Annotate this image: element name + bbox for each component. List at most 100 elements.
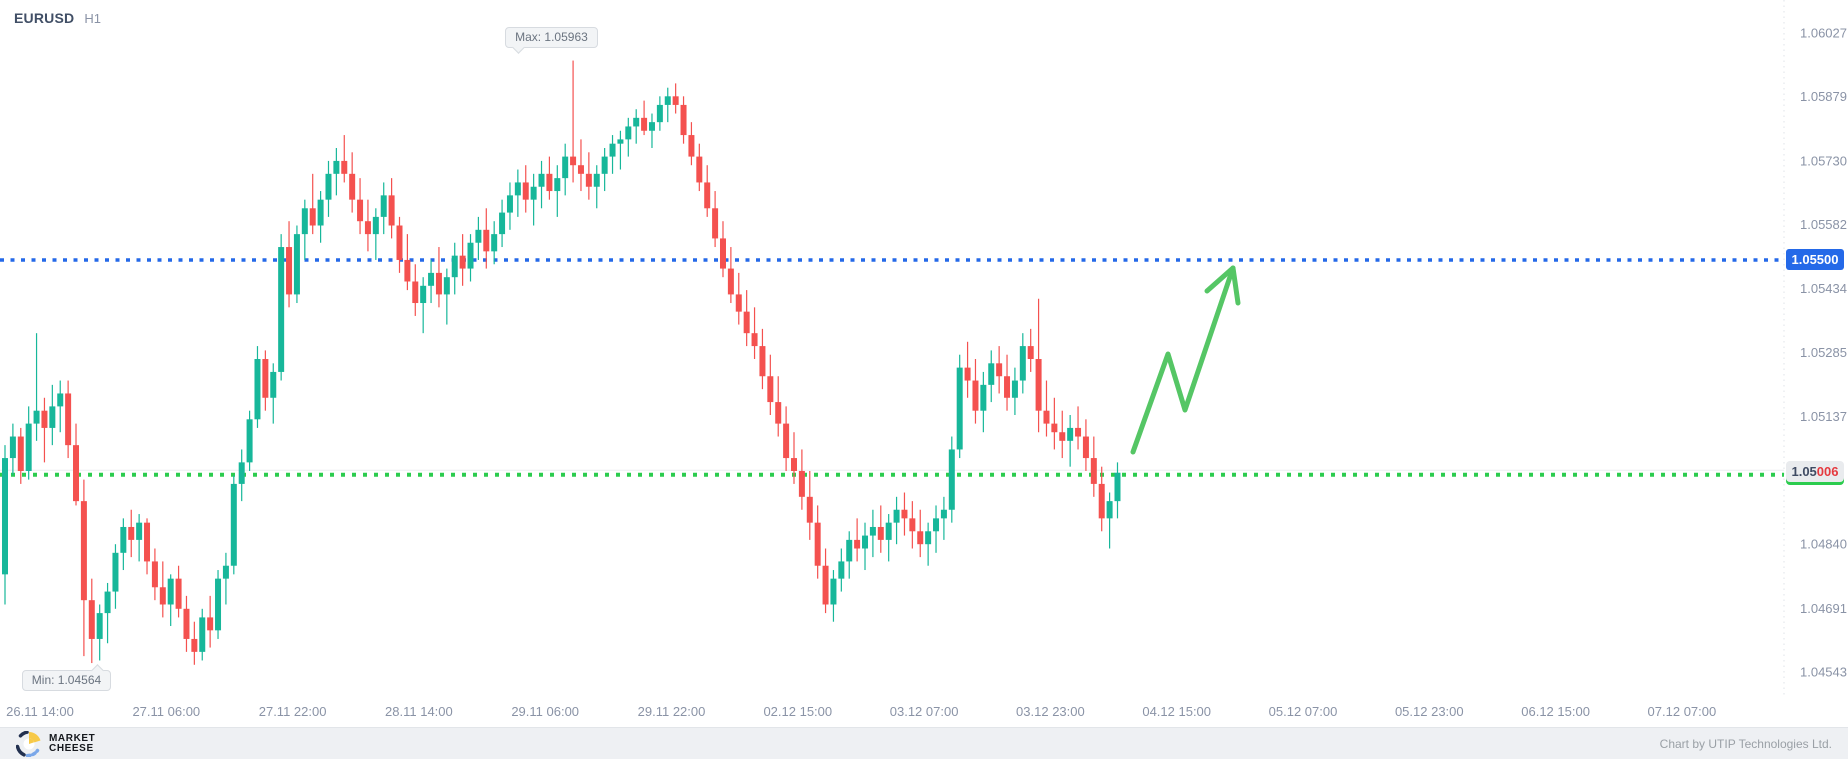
candle-body (885, 522, 892, 540)
candle-body (120, 526, 127, 553)
min-price-tooltip: Min: 1.04564 (21, 664, 112, 692)
y-axis-tick-label: 1.06027 (1800, 26, 1847, 41)
y-axis-tick-label: 1.05137 (1800, 409, 1847, 424)
candle-body (136, 522, 143, 540)
candle-body (940, 509, 947, 519)
candle-body (1082, 436, 1089, 459)
candle-body (49, 406, 56, 428)
candle-body (1067, 427, 1074, 441)
candle-body (191, 638, 198, 652)
resistance-price-value: 1.05500 (1791, 252, 1839, 268)
candle-body (9, 436, 16, 459)
candle-body (648, 122, 655, 131)
candle-body (704, 182, 711, 209)
footer-bar: MARKET CHEESE Chart by UTIP Technologies… (0, 727, 1848, 759)
candle-body (1019, 346, 1026, 381)
candle-body (609, 143, 616, 157)
x-axis-tick-label: 03.12 23:00 (1016, 704, 1085, 719)
bullish-projection-arrow[interactable] (1130, 265, 1236, 455)
x-axis-tick-label: 28.11 14:00 (385, 704, 453, 719)
candle-body (1098, 483, 1105, 519)
candle-body (514, 182, 521, 196)
candle-body (1059, 432, 1066, 441)
y-axis-tick-label: 1.05582 (1800, 217, 1847, 232)
candle-body (680, 104, 687, 136)
candle-body (443, 277, 450, 295)
market-cheese-logo: MARKET CHEESE (16, 730, 95, 757)
x-axis-tick-label: 26.11 14:00 (6, 704, 74, 719)
candle-body (41, 410, 48, 428)
chart-attribution: Chart by UTIP Technologies Ltd. (1659, 736, 1832, 751)
candle-body (491, 234, 498, 252)
candle-body (743, 311, 750, 334)
candle-body (175, 578, 182, 609)
candle-body (570, 156, 577, 166)
timeframe-label[interactable]: H1 (84, 11, 101, 26)
y-axis-tick-label: 1.04840 (1800, 537, 1847, 552)
candle-body (727, 268, 734, 295)
candle-body (1114, 472, 1121, 502)
candle-body (1043, 410, 1050, 424)
candle-body (972, 380, 979, 411)
candle-body (278, 247, 285, 372)
candle-body (57, 393, 64, 407)
candle-body (254, 359, 261, 420)
candle-body (798, 470, 805, 497)
chart-header: EURUSD H1 (14, 10, 101, 26)
candle-body (846, 539, 853, 562)
candle-body (2, 458, 8, 575)
candle-body (601, 156, 608, 174)
candle-body (909, 518, 916, 532)
candle-body (357, 199, 364, 222)
candle-body (301, 208, 308, 235)
candle-body (980, 384, 987, 411)
candle-body (73, 445, 80, 502)
candle-body (585, 173, 592, 187)
y-axis-tick-label: 1.05285 (1800, 345, 1847, 360)
candle-body (207, 617, 214, 631)
x-axis-tick-label: 29.11 06:00 (511, 704, 579, 719)
candle-body (1090, 458, 1097, 484)
x-axis-tick-label: 06.12 15:00 (1521, 704, 1590, 719)
candle-body (712, 208, 719, 239)
candle-body (1106, 501, 1113, 519)
candle-body (159, 587, 166, 605)
candle-body (656, 104, 663, 123)
candle-body (309, 208, 316, 226)
chart-canvas[interactable]: 1.060271.058791.057301.055821.054341.052… (0, 0, 1848, 727)
candle-body (901, 509, 908, 519)
x-axis-tick-label: 27.11 22:00 (259, 704, 327, 719)
candle-body (128, 526, 135, 540)
candle-body (104, 591, 111, 614)
candle-body (664, 96, 671, 105)
candle-body (293, 234, 300, 295)
max-price-tooltip-text: Max: 1.05963 (515, 29, 588, 44)
candle-body (633, 117, 640, 127)
candle-body (262, 359, 269, 398)
candle-body (475, 229, 482, 243)
candle-body (420, 285, 427, 304)
candle-body (467, 242, 474, 269)
current-price-prefix: 1.05 (1791, 464, 1817, 480)
candle-body (641, 117, 648, 131)
candle-body (964, 367, 971, 381)
candle-body (546, 173, 553, 192)
candle-body (246, 419, 253, 463)
candle-body (396, 225, 403, 260)
candle-body (222, 565, 229, 579)
candle-body (380, 195, 387, 217)
candle-body (25, 423, 32, 471)
logo-wordmark: MARKET CHEESE (49, 733, 95, 754)
candle-body (783, 423, 790, 459)
candle-body (996, 363, 1003, 377)
candle-body (80, 501, 87, 601)
x-axis-tick-label: 05.12 07:00 (1269, 704, 1338, 719)
candle-body (854, 539, 861, 549)
current-price-suffix: 006 (1816, 464, 1839, 480)
candle-body (838, 561, 845, 579)
candle-body (877, 526, 884, 540)
candle-body (814, 522, 821, 566)
symbol-label: EURUSD (14, 10, 75, 26)
candle-body (451, 255, 458, 278)
x-axis-tick-label: 04.12 15:00 (1142, 704, 1211, 719)
